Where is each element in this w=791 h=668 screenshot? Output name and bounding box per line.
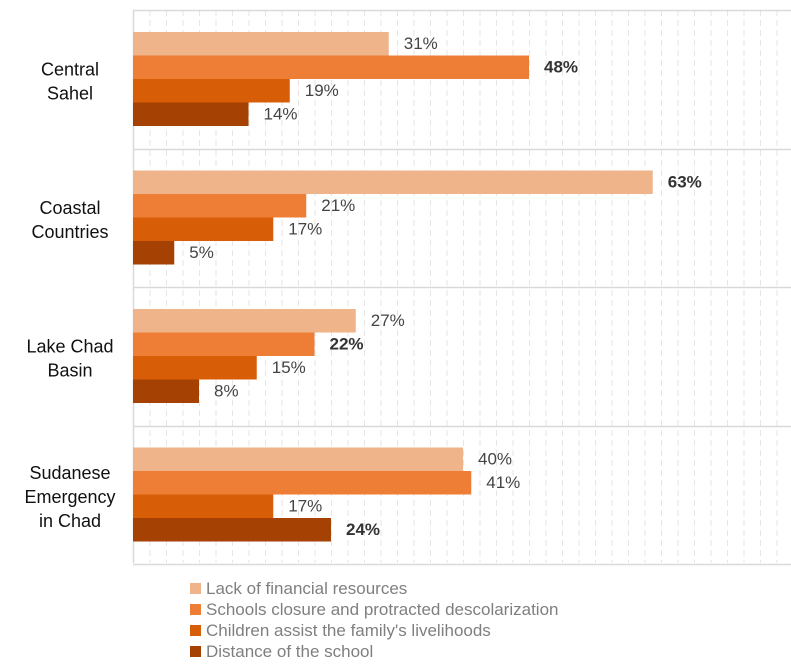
bar — [133, 332, 315, 356]
category-label: Sudanese Emergency in Chad — [24, 463, 115, 531]
data-label: 15% — [272, 358, 306, 377]
category-label-line: Coastal — [39, 198, 100, 218]
legend-swatch — [190, 625, 201, 636]
legend-swatch — [190, 646, 201, 657]
bar — [133, 241, 175, 265]
category-label-line: Basin — [47, 360, 92, 380]
data-label: 27% — [371, 311, 405, 330]
bar — [133, 447, 463, 471]
category-label-line: in Chad — [39, 511, 101, 531]
legend-item: Distance of the school — [190, 641, 558, 662]
bar — [133, 194, 307, 218]
data-label: 48% — [544, 58, 578, 77]
bar — [133, 309, 356, 333]
data-label: 5% — [189, 243, 214, 262]
category-label-line: Central — [41, 59, 99, 79]
bar — [133, 55, 529, 79]
category-label: Coastal Countries — [31, 198, 108, 242]
data-label: 17% — [288, 220, 322, 239]
chart-legend: Lack of financial resources Schools closu… — [190, 578, 558, 662]
bar — [133, 102, 249, 126]
bar — [133, 170, 653, 194]
legend-label: Lack of financial resources — [206, 578, 408, 598]
data-label: 17% — [288, 497, 322, 516]
category-label-line: Countries — [31, 222, 108, 242]
bar — [133, 32, 389, 56]
legend-swatch — [190, 583, 201, 594]
bar — [133, 494, 274, 518]
legend-item: Lack of financial resources — [190, 578, 558, 599]
category-label-line: Sudanese — [29, 463, 110, 483]
data-label: 19% — [305, 81, 339, 100]
data-label: 24% — [346, 520, 380, 539]
data-label: 63% — [668, 173, 702, 192]
data-label: 41% — [486, 473, 520, 492]
bar — [133, 356, 257, 380]
data-label: 14% — [264, 105, 298, 124]
data-label: 21% — [321, 196, 355, 215]
bar — [133, 471, 472, 495]
legend-label: Distance of the school — [206, 641, 374, 661]
category-label-line: Lake Chad — [26, 336, 113, 356]
bar — [133, 217, 274, 241]
legend-label: Schools closure and protracted descolari… — [206, 599, 559, 619]
data-label: 8% — [214, 382, 239, 401]
legend-swatch — [190, 604, 201, 615]
legend-item: Schools closure and protracted descolari… — [190, 599, 558, 620]
legend-item: Children assist the family's livelihoods — [190, 620, 558, 641]
bar — [133, 379, 199, 403]
category-label: Lake Chad Basin — [26, 336, 113, 380]
data-label: 22% — [330, 335, 364, 354]
data-label: 40% — [478, 450, 512, 469]
category-label: Central Sahel — [41, 59, 99, 103]
bar — [133, 79, 290, 103]
data-label: 31% — [404, 34, 438, 53]
bar — [133, 518, 331, 542]
legend-label: Children assist the family's livelihoods — [206, 620, 491, 640]
category-label-line: Emergency — [24, 487, 115, 507]
category-label-line: Sahel — [47, 83, 93, 103]
